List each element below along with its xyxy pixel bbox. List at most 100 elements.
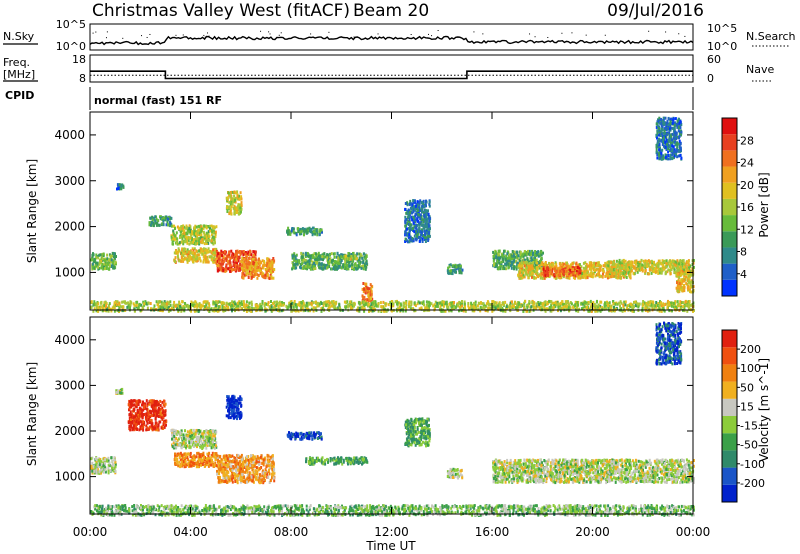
data-cell (550, 266, 553, 270)
data-cell (673, 259, 676, 263)
data-cell (590, 274, 593, 278)
data-cell (656, 142, 659, 146)
data-cell (322, 255, 325, 259)
data-cell (305, 230, 308, 234)
data-cell (632, 271, 635, 275)
data-cell (678, 269, 681, 273)
data-cell (206, 255, 208, 259)
data-cell (602, 272, 604, 276)
data-cell (673, 152, 676, 156)
data-cell (241, 272, 244, 276)
data-cell (572, 268, 575, 272)
data-cell (500, 264, 503, 268)
data-cell (512, 254, 515, 258)
data-cell (544, 266, 547, 270)
data-cell (447, 266, 450, 270)
data-cell (669, 264, 672, 268)
data-cell (408, 300, 411, 304)
data-cell (567, 270, 570, 274)
data-cell (631, 263, 634, 267)
data-cell (624, 270, 627, 274)
data-cell (181, 225, 183, 228)
frequency-line (90, 70, 693, 80)
data-cell (427, 231, 430, 235)
data-cell (414, 230, 417, 234)
data-cell (95, 261, 97, 265)
data-cell (673, 133, 676, 137)
data-cell (175, 241, 178, 245)
data-cell (216, 269, 219, 273)
data-cell (198, 237, 201, 241)
data-cell (526, 266, 528, 270)
data-cell (202, 304, 204, 308)
data-cell (188, 236, 191, 240)
data-cell (207, 238, 210, 242)
data-cell (676, 289, 679, 293)
data-cell (427, 239, 430, 242)
data-cell (660, 157, 663, 161)
data-cell (190, 233, 193, 237)
data-cell (189, 225, 192, 229)
data-cell (418, 203, 421, 207)
data-cell (453, 265, 456, 269)
data-cell (658, 309, 661, 313)
data-cell (624, 272, 627, 276)
data-cell (676, 155, 679, 159)
data-cell (356, 252, 359, 256)
data-cell (103, 258, 106, 262)
data-cell (257, 273, 260, 277)
data-cell (120, 184, 123, 188)
data-cell (308, 262, 311, 266)
data-cell (312, 264, 315, 268)
data-cell (314, 267, 317, 270)
data-cell (644, 271, 647, 275)
data-cell (589, 261, 592, 265)
data-cell (91, 266, 94, 270)
data-cell (336, 251, 339, 255)
data-cell (408, 220, 411, 224)
data-cell (95, 309, 98, 313)
data-cell (365, 262, 368, 265)
data-cell (664, 116, 667, 120)
data-cell (186, 240, 188, 244)
data-cell (675, 286, 678, 290)
data-cell (615, 259, 618, 263)
data-cell (536, 271, 539, 275)
data-cell (297, 309, 300, 313)
data-cell (407, 215, 410, 219)
data-cell (423, 212, 426, 215)
data-cell (298, 232, 301, 236)
data-cell (205, 231, 208, 235)
data-cell (657, 133, 660, 137)
data-cell (653, 260, 655, 264)
data-cell (671, 132, 674, 136)
data-cell (459, 264, 462, 268)
data-cell (245, 259, 248, 263)
data-cell (404, 240, 407, 243)
data-cell (225, 254, 228, 258)
data-cell (155, 223, 158, 227)
data-cell (189, 256, 192, 260)
data-cell (513, 259, 515, 263)
data-cell (427, 223, 430, 227)
data-cell (102, 304, 105, 308)
data-cell (661, 143, 664, 146)
data-cell (570, 270, 572, 274)
data-cell (190, 309, 193, 313)
date-label: 09/Jul/2016 (607, 1, 704, 21)
data-cell (422, 220, 425, 224)
data-cell (679, 263, 682, 267)
data-cell (566, 263, 569, 267)
data-cell (677, 126, 680, 130)
data-cell (688, 266, 690, 270)
data-cell (411, 218, 414, 222)
data-cell (526, 261, 529, 265)
data-cell (202, 252, 205, 256)
data-cell (612, 266, 615, 270)
data-cell (675, 137, 678, 141)
data-cell (658, 148, 661, 152)
data-cell (554, 272, 557, 276)
data-cell (538, 259, 541, 263)
cpid-mode: normal (fast) 151 RF (94, 94, 222, 107)
data-cell (101, 263, 104, 266)
